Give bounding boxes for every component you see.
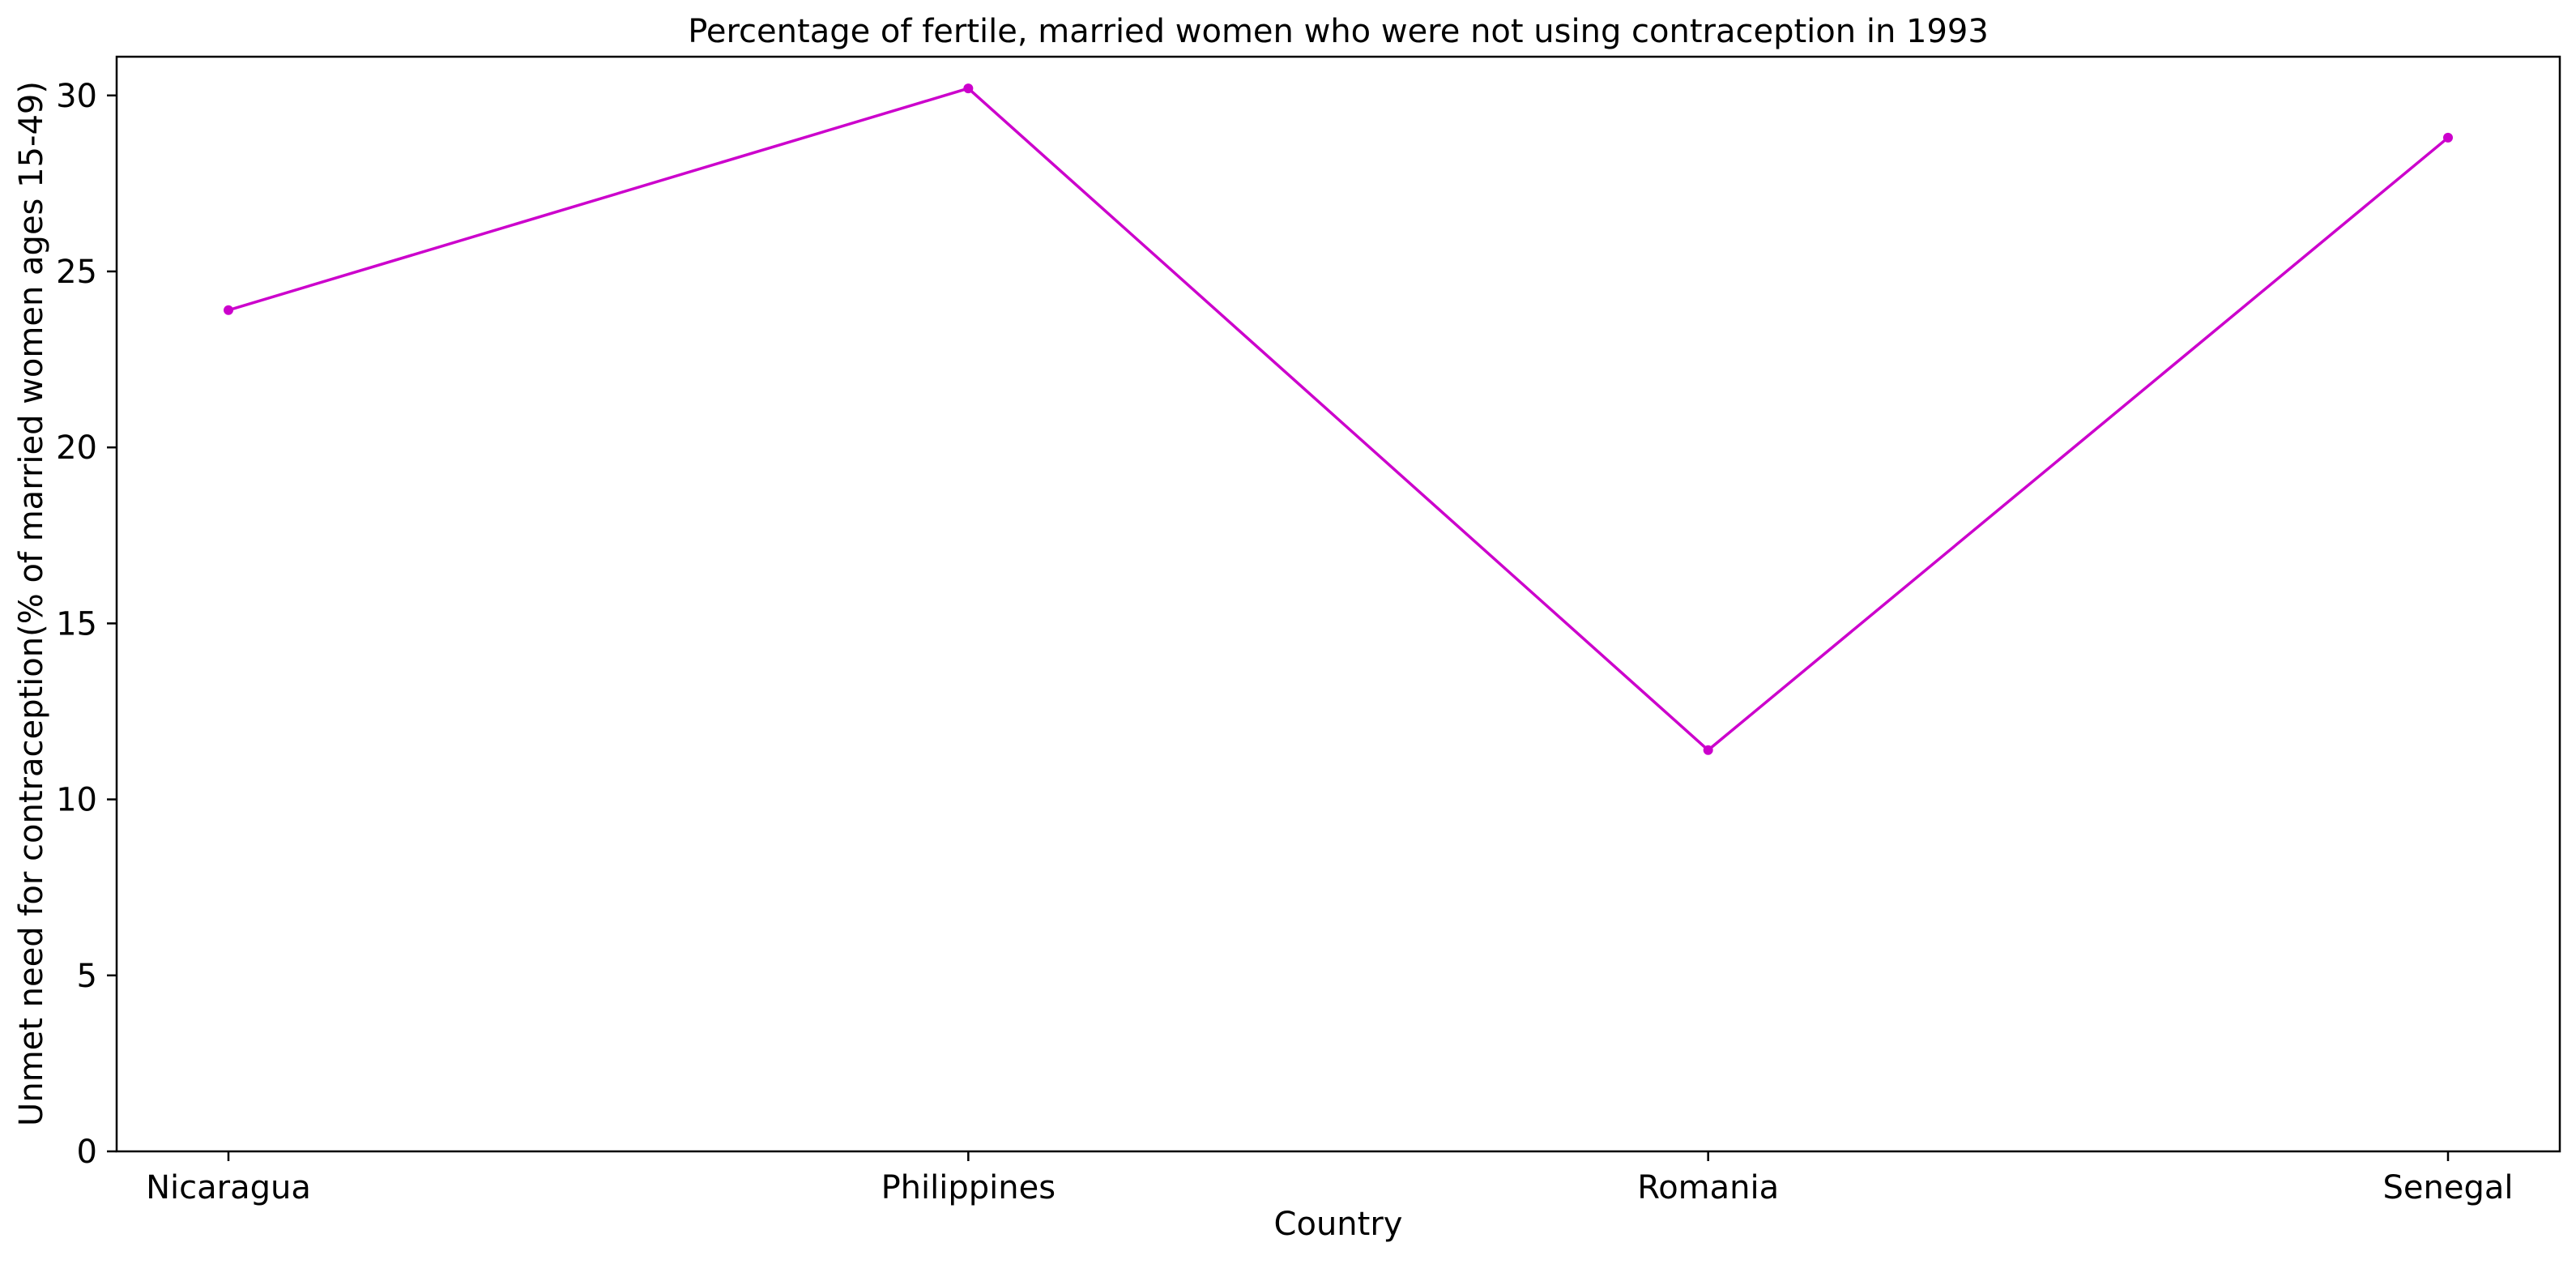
x-axis-label: Country — [1274, 1206, 1403, 1243]
y-tick-label: 20 — [56, 429, 97, 467]
x-tick-label: Senegal — [2383, 1169, 2514, 1206]
chart-title: Percentage of fertile, married women who… — [688, 13, 1989, 50]
data-point-senegal — [2443, 132, 2453, 143]
y-tick-label: 10 — [56, 782, 97, 819]
data-point-nicaragua — [224, 305, 233, 315]
y-axis-label: Unmet need for contraception(% of marrie… — [13, 81, 50, 1126]
y-tick-label: 30 — [56, 78, 97, 115]
y-tick-label: 25 — [56, 254, 97, 291]
x-tick-label: Romania — [1637, 1169, 1779, 1206]
x-tick-label: Nicaragua — [146, 1169, 311, 1206]
x-tick-label: Philippines — [881, 1169, 1056, 1206]
y-axis-ticks: 0 5 10 15 20 25 30 — [56, 78, 117, 1171]
x-axis-ticks: Nicaragua Philippines Romania Senegal — [146, 1151, 2513, 1206]
data-point-philippines — [963, 83, 974, 94]
series-layer — [224, 83, 2453, 755]
y-tick-label: 0 — [77, 1134, 97, 1171]
series-line-0 — [228, 87, 2450, 752]
plot-area-frame — [115, 55, 2561, 1153]
y-tick-label: 5 — [77, 958, 97, 995]
y-tick-label: 15 — [56, 605, 97, 643]
data-point-romania — [1703, 745, 1713, 755]
